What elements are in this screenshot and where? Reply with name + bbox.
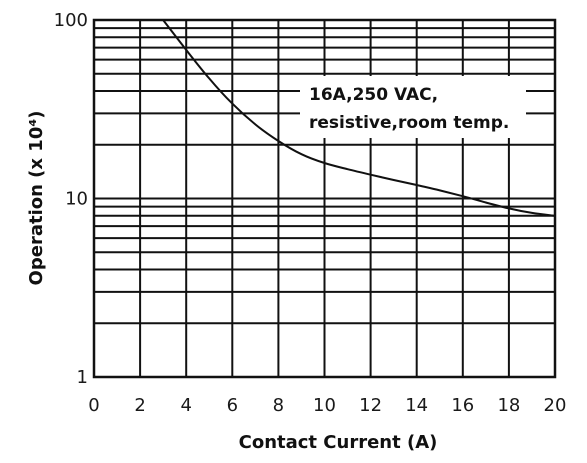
x-tick-label-4: 8: [273, 395, 284, 416]
series-line: [162, 19, 556, 217]
x-tick-label-3: 6: [227, 395, 238, 416]
annotation-layer: 16A,250 VAC, resistive,room temp.: [300, 76, 526, 138]
x-axis-title: Contact Current (A): [239, 432, 438, 453]
y-tick-label-0: 1: [77, 367, 88, 388]
x-tick-label-0: 0: [88, 395, 99, 416]
annotation-line-1: 16A,250 VAC,: [309, 85, 438, 105]
x-tick-label-2: 4: [180, 395, 191, 416]
y-tick-label-2: 100: [54, 10, 88, 31]
grid-layer: [94, 20, 555, 377]
x-tick-label-1: 2: [134, 395, 145, 416]
annotation-box: [300, 76, 526, 138]
curve-layer: [162, 19, 556, 217]
annotation-line-2: resistive,room temp.: [309, 113, 509, 133]
x-axis-ticks: 0 2 4 6 8 10 12 14 16 18 20: [88, 395, 566, 416]
x-tick-label-7: 14: [405, 395, 428, 416]
y-tick-label-1: 10: [65, 189, 88, 210]
x-tick-label-8: 16: [451, 395, 474, 416]
x-tick-label-10: 20: [544, 395, 567, 416]
x-tick-label-9: 18: [497, 395, 520, 416]
x-tick-label-5: 10: [313, 395, 336, 416]
y-axis-title: Operation (x 10⁴): [26, 111, 47, 286]
x-tick-label-6: 12: [359, 395, 382, 416]
y-axis-ticks: 1 10 100: [54, 10, 88, 388]
plot-frame: [92, 18, 557, 379]
